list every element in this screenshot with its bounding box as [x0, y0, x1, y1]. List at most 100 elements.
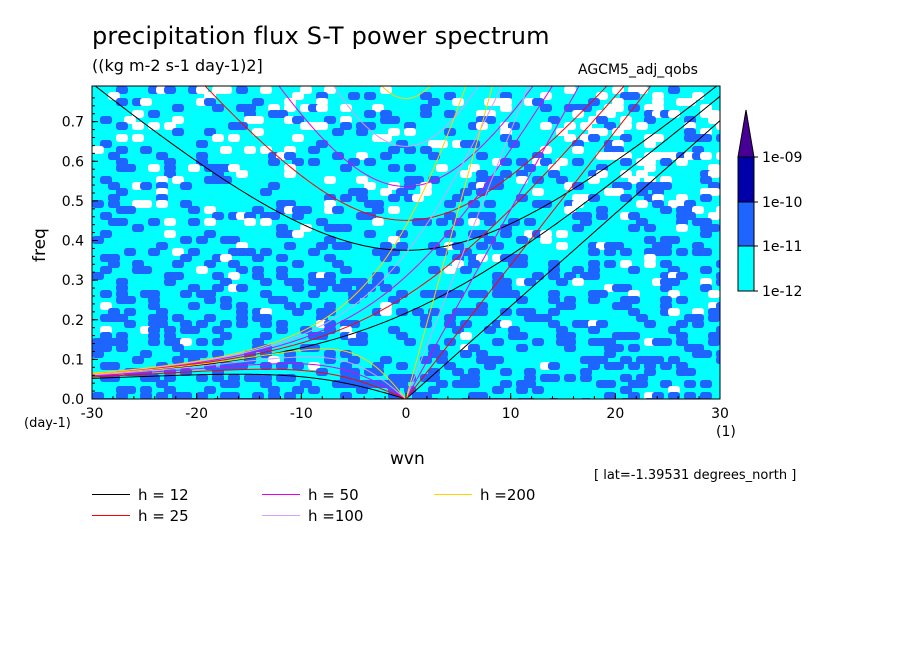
spectrum-cell	[700, 152, 712, 160]
spectrum-cell	[116, 146, 128, 154]
spectrum-cell	[516, 176, 528, 184]
spectrum-cell	[460, 332, 472, 340]
spectrum-cell	[588, 176, 600, 184]
spectrum-cell	[100, 344, 112, 352]
spectrum-cell	[612, 362, 624, 370]
spectrum-cell	[284, 392, 296, 399]
spectrum-cell	[412, 308, 424, 316]
spectrum-cell	[388, 266, 400, 274]
spectrum-cell	[244, 146, 256, 154]
legend-label: h = 50	[308, 486, 359, 504]
legend-label: h = 25	[138, 507, 189, 525]
spectrum-cell	[492, 338, 504, 346]
spectrum-cell	[396, 242, 408, 250]
spectrum-cell	[588, 362, 600, 370]
spectrum-cell	[500, 104, 512, 112]
spectrum-cell	[124, 386, 136, 394]
spectrum-cell	[700, 176, 712, 184]
spectrum-cell	[132, 356, 144, 364]
spectrum-cell	[676, 158, 688, 166]
spectrum-cell	[100, 290, 112, 298]
spectrum-cell	[428, 266, 440, 274]
spectrum-cell	[196, 374, 208, 382]
spectrum-cell	[316, 104, 328, 112]
spectrum-cell	[708, 212, 720, 220]
spectrum-cell	[716, 356, 720, 364]
spectrum-cell	[396, 332, 408, 340]
x-axis-unit: (1)	[716, 424, 736, 440]
spectrum-cell	[716, 260, 720, 268]
spectrum-cell	[668, 110, 680, 118]
spectrum-cell	[668, 290, 680, 298]
spectrum-cell	[188, 218, 200, 226]
spectrum-cell	[388, 146, 400, 154]
spectrum-cell	[700, 134, 712, 142]
spectrum-cell	[364, 158, 376, 166]
spectrum-cell	[340, 194, 352, 202]
spectrum-cell	[556, 158, 568, 166]
rossby-curve	[92, 356, 407, 399]
spectrum-cell	[116, 98, 128, 106]
spectrum-cell	[516, 386, 528, 394]
spectrum-cell	[444, 212, 456, 220]
mrg-curve	[92, 86, 553, 375]
spectrum-cell	[628, 392, 640, 399]
spectrum-cell	[436, 164, 448, 172]
spectrum-cell	[540, 200, 552, 208]
spectrum-cell	[668, 392, 680, 399]
legend-label: h = 12	[138, 486, 189, 504]
spectrum-cell	[644, 368, 656, 376]
spectrum-cell	[660, 284, 672, 292]
spectrum-cell	[92, 272, 104, 280]
spectrum-cell	[252, 116, 264, 124]
spectrum-cell	[212, 350, 224, 358]
spectrum-cell	[540, 314, 552, 322]
spectrum-cell	[340, 242, 352, 250]
spectrum-cell	[484, 362, 496, 370]
spectrum-cell	[132, 224, 144, 232]
spectrum-cell	[116, 188, 128, 196]
spectrum-cell	[116, 218, 128, 226]
spectrum-cell	[716, 134, 720, 142]
spectrum-cell	[460, 350, 472, 358]
spectrum-cell	[324, 176, 336, 184]
spectrum-cell	[284, 152, 296, 160]
spectrum-cell	[516, 260, 528, 268]
spectrum-cell	[468, 164, 480, 172]
spectrum-cell	[700, 380, 712, 388]
spectrum-cell	[236, 284, 248, 292]
spectrum-cell	[676, 338, 688, 346]
spectrum-cell	[564, 134, 576, 142]
spectrum-cell	[620, 248, 632, 256]
spectrum-cell	[292, 134, 304, 142]
spectrum-cell	[236, 362, 248, 370]
spectrum-cell	[668, 356, 680, 364]
spectrum-cell	[236, 122, 248, 130]
spectrum-cell	[420, 320, 432, 328]
spectrum-cell	[244, 218, 256, 226]
spectrum-cell	[204, 218, 216, 226]
spectrum-cell	[324, 308, 336, 316]
gravity-curve	[278, 86, 534, 188]
spectrum-cell	[332, 128, 344, 136]
spectrum-cell	[148, 122, 160, 130]
spectrum-cell	[276, 254, 288, 262]
spectrum-cell	[716, 308, 720, 316]
spectrum-cell	[108, 260, 120, 268]
spectrum-cell	[292, 116, 304, 124]
spectrum-cell	[532, 188, 544, 196]
spectrum-cell	[596, 212, 608, 220]
gravity-curve	[333, 86, 479, 147]
spectrum-cell	[636, 200, 648, 208]
spectrum-cell	[620, 386, 632, 394]
spectrum-cell	[140, 182, 152, 190]
spectrum-cell	[116, 134, 128, 142]
spectrum-cell	[164, 230, 176, 238]
spectrum-cell	[372, 368, 384, 376]
spectrum-cell	[708, 290, 720, 298]
spectrum-cell	[164, 278, 176, 286]
spectrum-cell	[180, 254, 192, 262]
power-spectrum-field	[92, 86, 720, 399]
spectrum-cell	[444, 266, 456, 274]
spectrum-cell	[588, 134, 600, 142]
